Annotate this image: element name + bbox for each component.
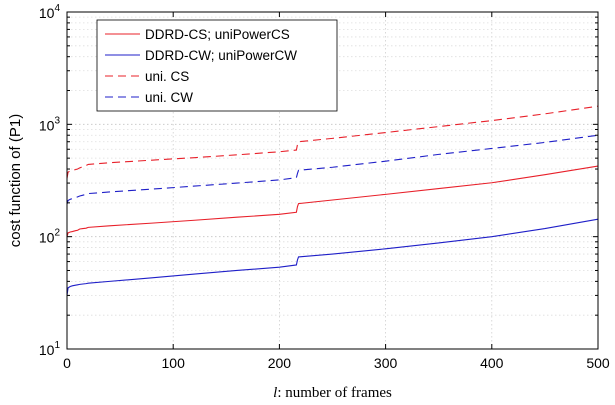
x-tick-label: 500 xyxy=(586,355,610,371)
x-tick-label: 400 xyxy=(480,355,504,371)
x-tick-label: 100 xyxy=(162,355,186,371)
series-line-1 xyxy=(66,165,599,237)
axis-ticks: 0 100 200 300 400 500 101 102 103 104 xyxy=(39,3,610,371)
series-line-3 xyxy=(66,105,599,179)
legend-label: uni. CW xyxy=(145,90,193,105)
y-tick-label: 103 xyxy=(39,115,61,133)
y-tick-label: 104 xyxy=(39,3,61,21)
legend-label: uni. CS xyxy=(145,69,189,84)
y-tick-label: 101 xyxy=(39,340,61,358)
plot-series xyxy=(66,105,599,296)
x-axis-title: l: number of frames xyxy=(273,385,392,401)
legend-box xyxy=(96,19,338,112)
legend-label: DDRD-CW; uniPowerCW xyxy=(145,48,297,63)
x-tick-label: 300 xyxy=(374,355,398,371)
legend: DDRD-CS; uniPowerCS DDRD-CW; uniPowerCW un… xyxy=(96,19,338,112)
y-axis-title: cost function of (P1) xyxy=(7,114,24,247)
series-line-2 xyxy=(66,218,599,296)
x-tick-label: 0 xyxy=(63,355,71,371)
series-line-4 xyxy=(66,134,599,205)
legend-label: DDRD-CS; uniPowerCS xyxy=(145,27,290,42)
x-tick-label: 200 xyxy=(268,355,292,371)
y-tick-label: 102 xyxy=(39,228,61,246)
plot-frame xyxy=(66,11,599,350)
